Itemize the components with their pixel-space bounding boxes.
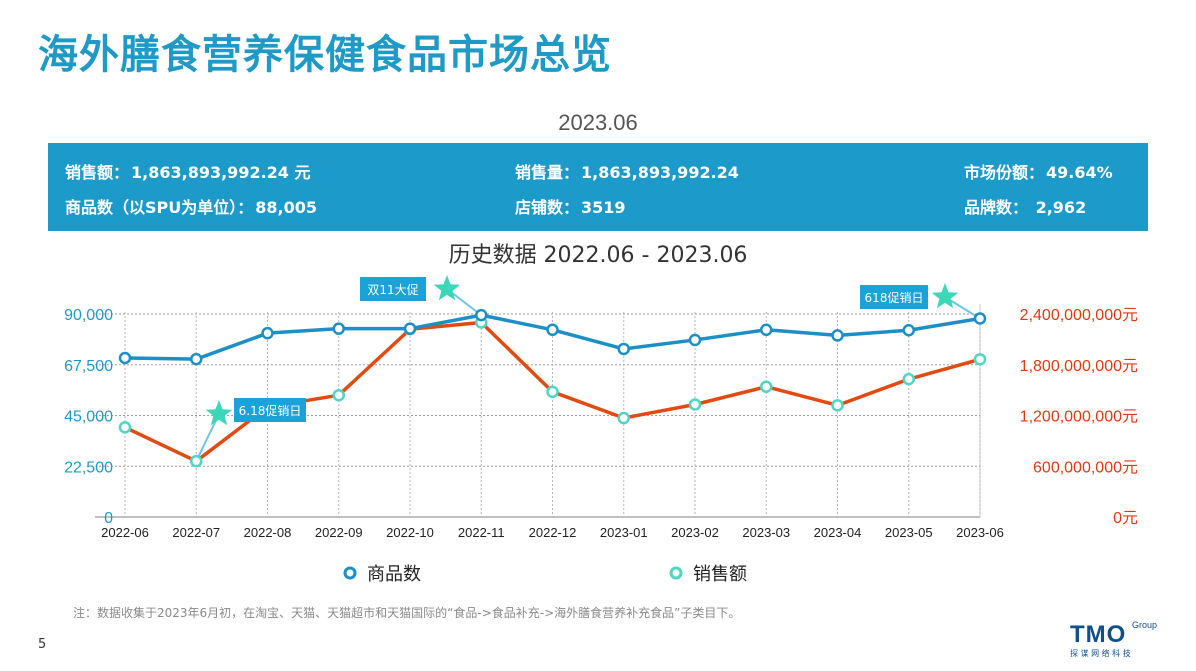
data-point-products bbox=[332, 322, 345, 335]
y-tick-label-right: 0元 bbox=[1113, 510, 1138, 527]
period-label: 2023.06 bbox=[558, 110, 638, 135]
data-point-products bbox=[403, 322, 417, 335]
x-tick-label: 2022-11 bbox=[458, 525, 505, 540]
callout-label: 双11大促 bbox=[367, 283, 418, 297]
data-point-products bbox=[973, 312, 987, 325]
stat-value: 1,863,893,992.24 元 bbox=[131, 163, 311, 182]
data-point-products bbox=[190, 352, 203, 366]
stat-product-count: 商品数（以SPU为单位）： 88,005 bbox=[65, 194, 317, 218]
data-point-sales bbox=[831, 399, 844, 412]
stat-brand-count: 品牌数： 2,962 bbox=[964, 194, 1086, 218]
stat-sales-amount: 销售额： 1,863,893,992.24 元 bbox=[65, 159, 311, 183]
x-tick-label: 2023-04 bbox=[814, 525, 862, 540]
callout-box bbox=[360, 277, 426, 301]
data-point-sales bbox=[688, 398, 702, 411]
stat-market-share: 市场份额： 49.64% bbox=[964, 159, 1113, 183]
page-title: 海外膳食营养保健食品市场总览 bbox=[38, 32, 612, 78]
legend-marker-sales bbox=[669, 566, 683, 580]
legend-marker-products bbox=[343, 566, 357, 580]
callout-box bbox=[860, 285, 928, 309]
logo-text: TMO bbox=[1070, 621, 1126, 648]
data-point-sales bbox=[332, 388, 345, 402]
star-icon bbox=[931, 283, 959, 309]
data-point-products bbox=[760, 323, 773, 337]
x-tick-label: 2022-10 bbox=[386, 525, 434, 540]
y-tick-label-left: 90,000 bbox=[64, 307, 113, 324]
y-tick-label-right: 1,800,000,000元 bbox=[1020, 358, 1138, 375]
y-tick-label-right: 1,200,000,000元 bbox=[1020, 409, 1138, 426]
x-tick-label: 2022-06 bbox=[101, 525, 149, 540]
star-icon bbox=[433, 275, 461, 301]
data-point-sales bbox=[902, 372, 915, 386]
x-tick-label: 2023-06 bbox=[956, 525, 1004, 540]
data-point-sales bbox=[617, 411, 630, 425]
x-tick-label: 2023-01 bbox=[600, 525, 648, 540]
data-point-products bbox=[118, 351, 132, 365]
y-tick-label-left: 22,500 bbox=[64, 459, 113, 476]
y-tick-label-left: 67,500 bbox=[64, 358, 113, 375]
data-point-products bbox=[546, 323, 559, 337]
data-point-sales bbox=[973, 353, 987, 366]
stat-value: 1,863,893,992.24 bbox=[581, 163, 739, 182]
footnote: 注：数据收集于2023年6月初，在淘宝、天猫、天猫超市和天猫国际的“食品->食品… bbox=[73, 606, 741, 620]
data-point-sales bbox=[546, 385, 559, 399]
data-point-products bbox=[688, 333, 702, 347]
data-point-products bbox=[261, 326, 274, 340]
x-tick-label: 2022-07 bbox=[172, 525, 220, 540]
stat-value: 88,005 bbox=[255, 198, 317, 217]
stat-sales-volume: 销售量： 1,863,893,992.24 bbox=[515, 159, 739, 183]
star-icon bbox=[205, 400, 233, 426]
callout-label: 618促销日 bbox=[865, 291, 924, 305]
x-tick-label: 2022-12 bbox=[529, 525, 577, 540]
stat-value: 3519 bbox=[581, 198, 626, 217]
data-point-products bbox=[475, 308, 488, 322]
company-logo: TMO Group 探 谋 网 络 科 技 bbox=[1070, 620, 1157, 658]
logo-tagline: 探 谋 网 络 科 技 bbox=[1070, 648, 1131, 658]
legend-label-sales: 销售额 bbox=[693, 564, 747, 585]
stats-panel: 销售额： 1,863,893,992.24 元 销售量： 1,863,893,992… bbox=[48, 143, 1148, 231]
y-tick-label-right: 600,000,000元 bbox=[1033, 459, 1138, 476]
data-point-sales bbox=[760, 380, 773, 393]
data-point-sales bbox=[190, 454, 203, 468]
stat-label: 销售额： bbox=[65, 163, 130, 182]
stat-value: 2,962 bbox=[1030, 198, 1087, 217]
callout-label: 6.18促销日 bbox=[239, 404, 302, 418]
stat-label: 店铺数： bbox=[515, 198, 580, 217]
y-tick-label-left: 45,000 bbox=[64, 409, 113, 426]
x-tick-label: 2022-08 bbox=[244, 525, 292, 540]
page-number: 5 bbox=[38, 637, 47, 652]
callout-box bbox=[234, 398, 306, 422]
stat-label: 品牌数： bbox=[964, 198, 1029, 217]
legend-label-products: 商品数 bbox=[367, 564, 421, 585]
data-point-products bbox=[617, 342, 630, 356]
stat-label: 市场份额： bbox=[964, 163, 1045, 182]
x-tick-label: 2023-02 bbox=[671, 525, 719, 540]
x-tick-label: 2022-09 bbox=[315, 525, 363, 540]
data-point-products bbox=[831, 329, 844, 342]
x-tick-label: 2023-03 bbox=[742, 525, 790, 540]
y-tick-label-right: 2,400,000,000元 bbox=[1020, 307, 1138, 324]
logo-sub: Group bbox=[1132, 620, 1157, 630]
chart-title: 历史数据 2022.06 - 2023.06 bbox=[448, 243, 748, 268]
data-point-sales bbox=[118, 421, 132, 434]
y-tick-label-left: 0 bbox=[104, 510, 113, 527]
stat-label: 商品数（以SPU为单位）： bbox=[65, 198, 254, 217]
stat-store-count: 店铺数： 3519 bbox=[515, 194, 626, 218]
data-point-products bbox=[902, 323, 915, 337]
stat-value: 49.64% bbox=[1046, 163, 1113, 182]
x-tick-label: 2023-05 bbox=[885, 525, 933, 540]
stat-label: 销售量： bbox=[515, 163, 580, 182]
